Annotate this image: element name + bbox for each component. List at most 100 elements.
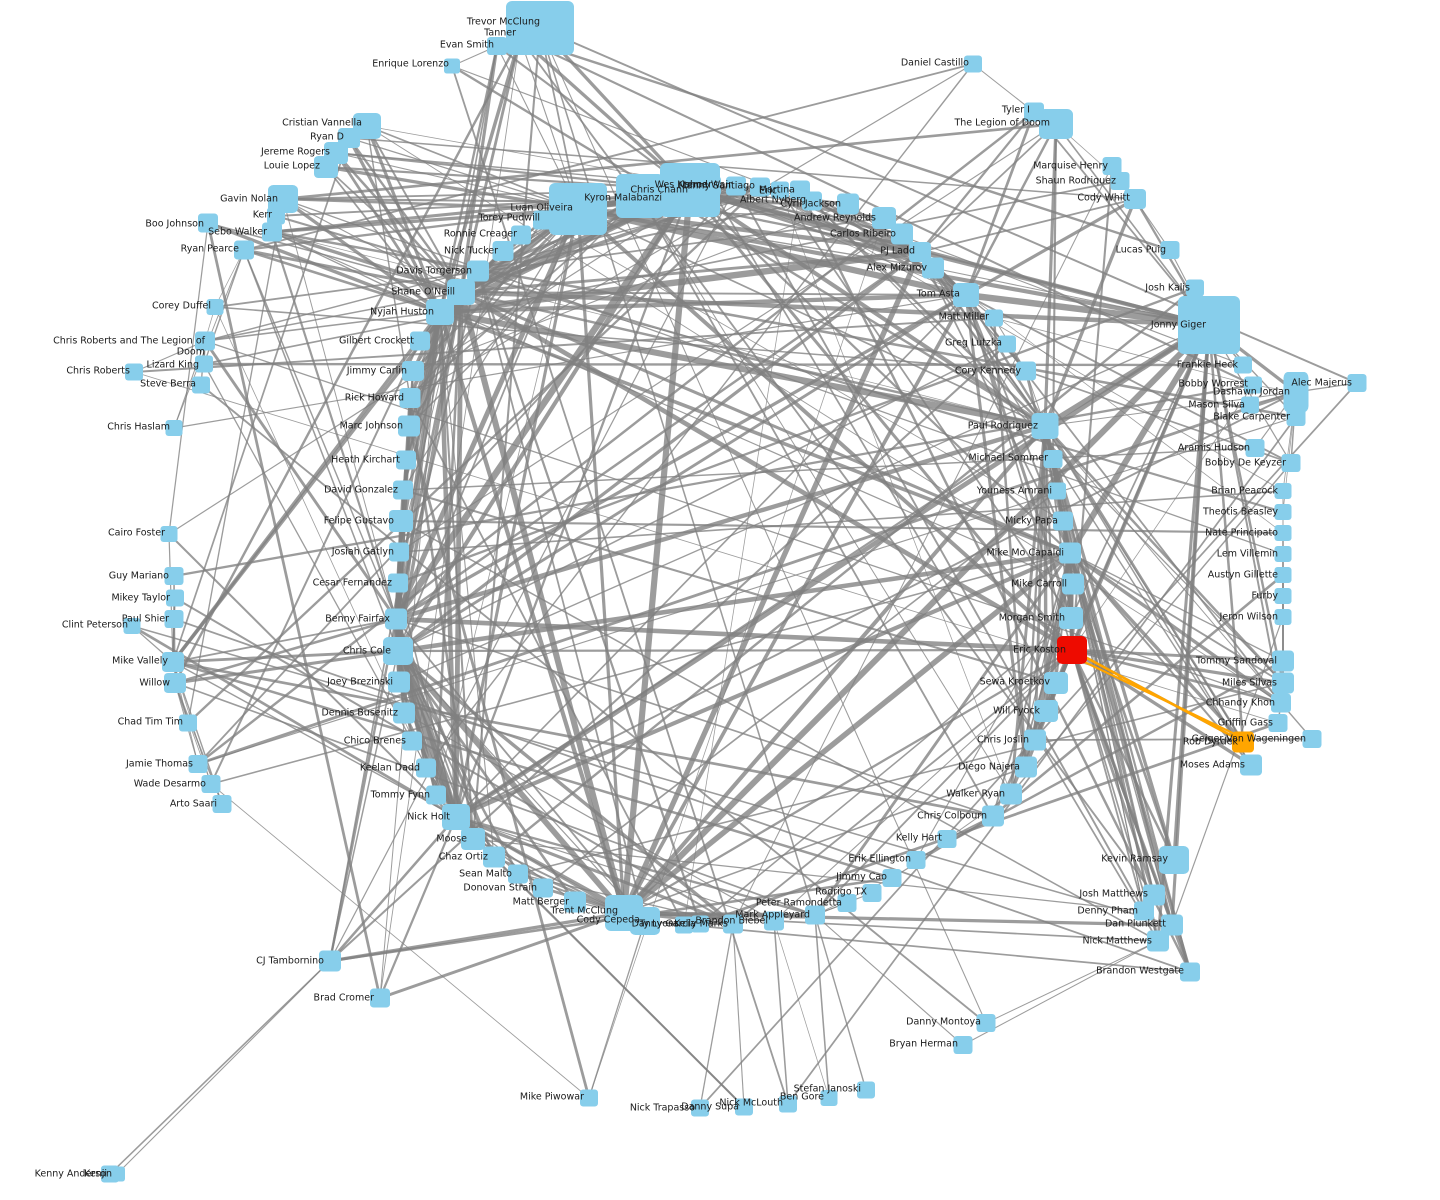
graph-node[interactable]: [393, 702, 415, 724]
graph-node[interactable]: [805, 905, 825, 925]
graph-node[interactable]: [447, 279, 475, 305]
graph-node[interactable]: [1000, 783, 1022, 805]
graph-node[interactable]: [1143, 884, 1165, 906]
graph-node[interactable]: [370, 988, 390, 1008]
graph-node[interactable]: [735, 1098, 753, 1116]
graph-node[interactable]: [549, 183, 607, 235]
graph-node[interactable]: [483, 846, 505, 868]
graph-node[interactable]: [492, 241, 514, 261]
graph-node[interactable]: [1347, 374, 1367, 392]
graph-node[interactable]: [764, 911, 784, 931]
graph-node[interactable]: [109, 1166, 125, 1182]
graph-node[interactable]: [1178, 296, 1240, 354]
graph-node[interactable]: [1044, 672, 1068, 694]
graph-node[interactable]: [1134, 901, 1154, 921]
graph-node[interactable]: [982, 805, 1004, 827]
graph-node[interactable]: [402, 731, 422, 751]
graph-node[interactable]: [1043, 450, 1063, 468]
graph-node[interactable]: [426, 785, 446, 805]
graph-node[interactable]: [396, 450, 416, 470]
graph-node[interactable]: [1281, 454, 1301, 472]
graph-node[interactable]: [1034, 700, 1058, 722]
graph-node[interactable]: [1234, 356, 1252, 374]
graph-node[interactable]: [1244, 376, 1262, 394]
graph-node[interactable]: [166, 589, 184, 607]
graph-node[interactable]: [1240, 754, 1262, 776]
graph-node[interactable]: [1286, 408, 1306, 426]
graph-node[interactable]: [580, 1089, 598, 1107]
graph-node[interactable]: [1283, 372, 1309, 412]
graph-node[interactable]: [771, 181, 789, 199]
graph-node[interactable]: [165, 420, 183, 436]
graph-node[interactable]: [383, 637, 413, 665]
graph-node[interactable]: [188, 755, 208, 773]
graph-node[interactable]: [1274, 504, 1292, 520]
graph-node[interactable]: [164, 610, 184, 628]
graph-node[interactable]: [212, 795, 232, 813]
graph-node[interactable]: [564, 891, 586, 913]
graph-node[interactable]: [388, 671, 410, 693]
graph-node[interactable]: [164, 567, 184, 585]
graph-node[interactable]: [1057, 636, 1087, 664]
graph-node[interactable]: [195, 331, 215, 351]
graph-node[interactable]: [820, 1090, 838, 1106]
graph-node[interactable]: [398, 415, 420, 437]
graph-node[interactable]: [1268, 714, 1288, 732]
graph-node[interactable]: [1110, 172, 1130, 190]
graph-node[interactable]: [1274, 483, 1292, 499]
graph-node[interactable]: [410, 331, 430, 351]
graph-node[interactable]: [164, 673, 186, 693]
graph-node[interactable]: [1245, 439, 1265, 457]
graph-node[interactable]: [872, 207, 896, 229]
graph-node[interactable]: [1161, 914, 1183, 936]
graph-node[interactable]: [985, 309, 1003, 327]
graph-node[interactable]: [402, 361, 424, 381]
graph-node[interactable]: [882, 869, 902, 887]
graph-node[interactable]: [1053, 511, 1073, 531]
graph-node[interactable]: [1274, 525, 1292, 541]
graph-node[interactable]: [837, 894, 857, 912]
graph-node[interactable]: [467, 260, 489, 282]
graph-node[interactable]: [206, 299, 224, 315]
graph-node[interactable]: [802, 191, 822, 211]
graph-node[interactable]: [1016, 361, 1036, 381]
graph-node[interactable]: [1274, 567, 1292, 583]
graph-node[interactable]: [691, 915, 709, 933]
graph-node[interactable]: [508, 864, 528, 884]
graph-node[interactable]: [909, 242, 931, 262]
graph-node[interactable]: [461, 828, 485, 850]
graph-node[interactable]: [444, 58, 460, 74]
graph-node[interactable]: [509, 28, 531, 48]
graph-node[interactable]: [388, 573, 408, 593]
graph-node[interactable]: [1147, 930, 1169, 952]
graph-node[interactable]: [1159, 846, 1189, 874]
graph-node[interactable]: [953, 283, 979, 307]
graph-node[interactable]: [862, 884, 882, 902]
graph-node[interactable]: [1031, 413, 1059, 439]
graph-node[interactable]: [976, 1014, 996, 1032]
graph-node[interactable]: [750, 177, 770, 197]
graph-node[interactable]: [533, 210, 553, 230]
graph-node[interactable]: [630, 907, 660, 935]
graph-node[interactable]: [399, 388, 421, 408]
graph-node[interactable]: [192, 376, 210, 394]
graph-node[interactable]: [616, 174, 664, 218]
graph-node[interactable]: [779, 1095, 797, 1113]
graph-node[interactable]: [262, 222, 282, 242]
graph-node[interactable]: [1160, 241, 1180, 259]
graph-node[interactable]: [726, 176, 746, 196]
graph-node[interactable]: [389, 542, 409, 562]
graph-node[interactable]: [426, 299, 454, 325]
graph-node[interactable]: [1124, 189, 1146, 209]
graph-node[interactable]: [267, 207, 285, 225]
graph-node[interactable]: [1274, 588, 1292, 604]
graph-node[interactable]: [964, 55, 982, 73]
graph-node[interactable]: [487, 37, 507, 55]
graph-node[interactable]: [319, 950, 341, 972]
graph-node[interactable]: [1272, 672, 1294, 694]
graph-node[interactable]: [314, 156, 338, 178]
graph-node[interactable]: [691, 1099, 709, 1117]
graph-node[interactable]: [1015, 756, 1037, 778]
graph-node[interactable]: [953, 1036, 973, 1054]
graph-node[interactable]: [393, 480, 413, 500]
